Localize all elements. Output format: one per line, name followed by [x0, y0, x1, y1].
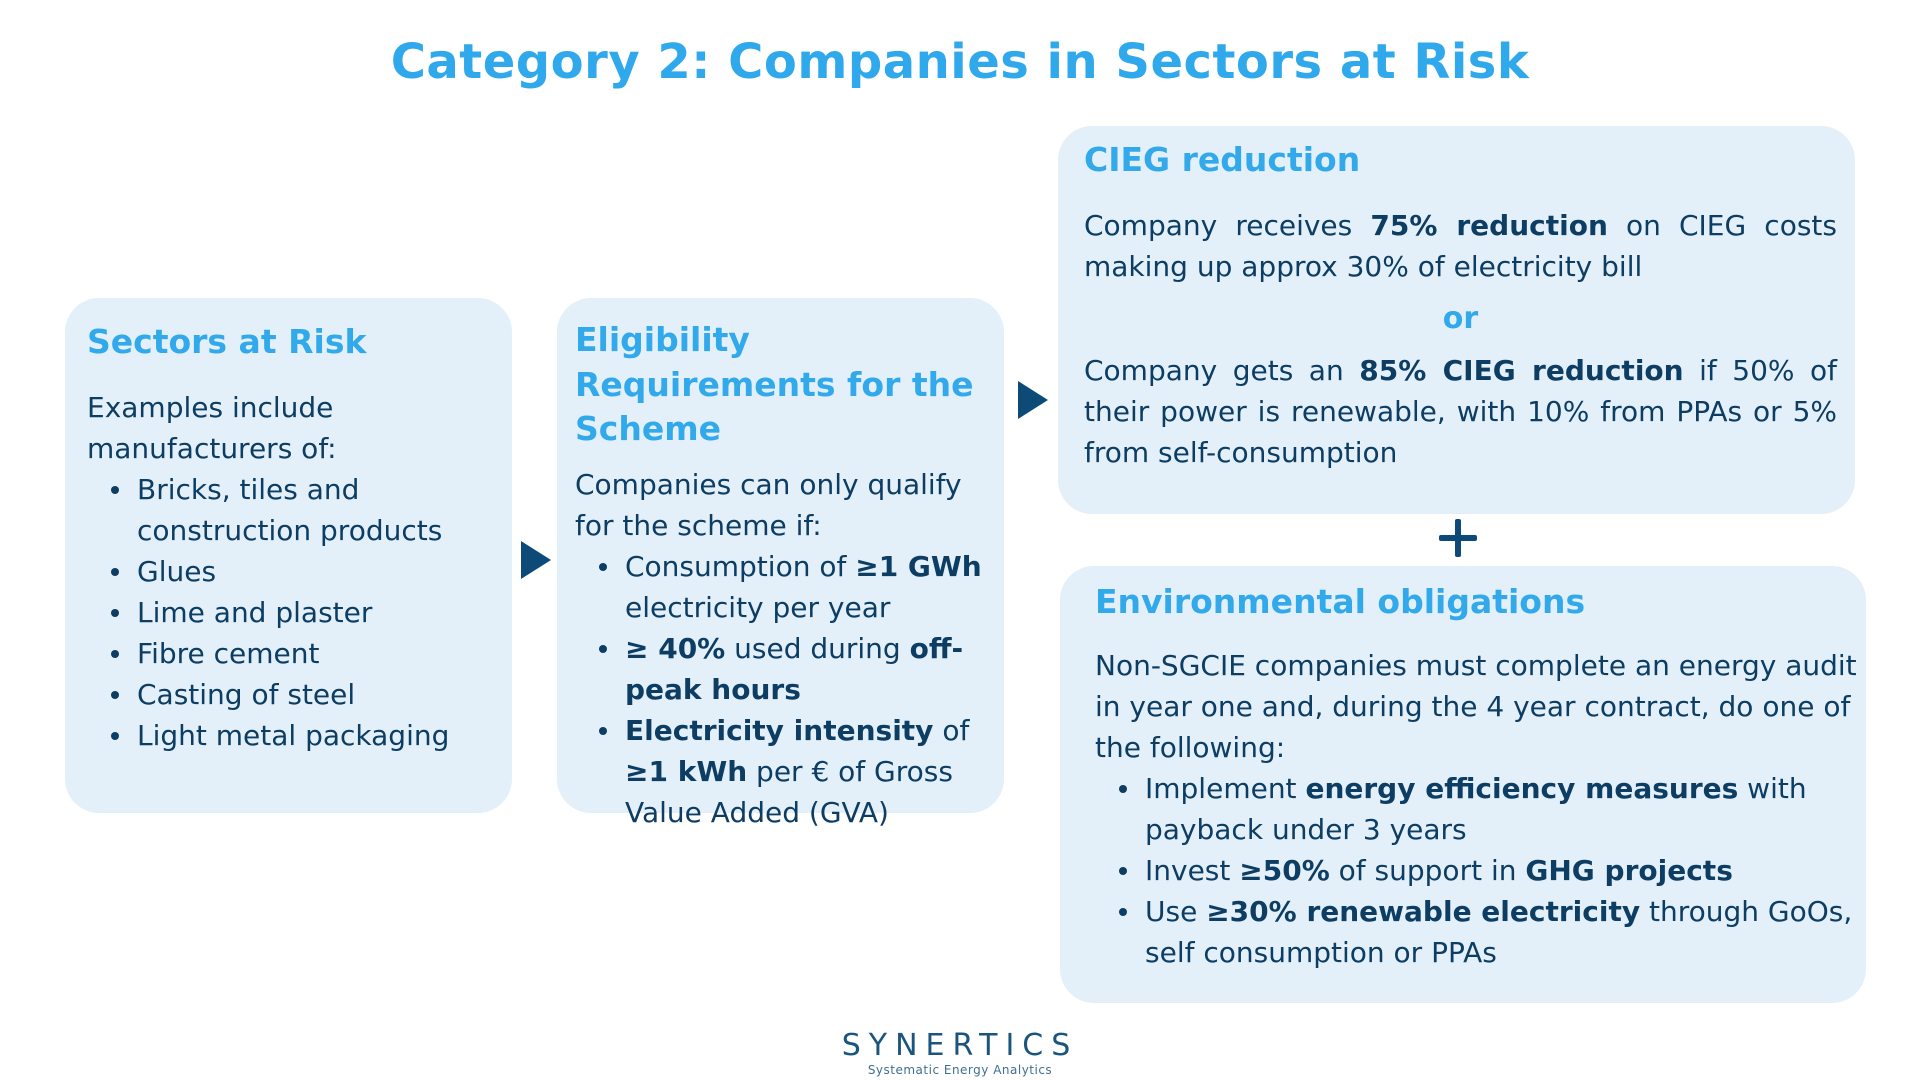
- sectors-intro: Examples include manufacturers of:: [87, 390, 337, 465]
- text-segment: on CIEG costs making up approx 30% of el…: [1084, 208, 1837, 283]
- list-item: Casting of steel: [87, 674, 492, 715]
- cieg-option-1: Company receives 75% reduction on CIEG c…: [1084, 205, 1837, 287]
- sectors-list: Bricks, tiles and construction products …: [87, 469, 492, 756]
- emphasis: 75% reduction: [1370, 208, 1608, 242]
- emphasis: GHG projects: [1525, 853, 1733, 887]
- emphasis: off-peak hours: [625, 631, 964, 706]
- arrow-right-icon: [521, 541, 551, 579]
- text-segment: of support in: [1329, 853, 1526, 887]
- text-segment: Use: [1145, 894, 1207, 928]
- plus-icon: [1439, 519, 1477, 557]
- text-segment: Company receives: [1084, 208, 1371, 242]
- text-segment: Company gets an: [1084, 353, 1360, 387]
- logo-tagline: Systematic Energy Analytics: [867, 1063, 1053, 1077]
- cieg-option-2: Company gets an 85% CIEG reduction if 50…: [1084, 350, 1837, 473]
- environmental-list: Implement energy efficiency measures wit…: [1095, 768, 1866, 973]
- eligibility-list: Consumption of ≥1 GWh electricity per ye…: [575, 546, 988, 833]
- page-title: Category 2: Companies in Sectors at Risk: [390, 34, 1530, 90]
- text-segment: of: [933, 713, 970, 747]
- list-item: Implement energy efficiency measures wit…: [1095, 768, 1866, 850]
- list-item: Light metal packaging: [87, 715, 492, 756]
- emphasis: ≥30% renewable electricity: [1206, 894, 1641, 928]
- cieg-title: CIEG reduction: [1084, 140, 1361, 179]
- eligibility-title: Eligibility Requirements for the Scheme: [575, 320, 974, 449]
- text-segment: if 50% of their power is renewable, with…: [1084, 353, 1837, 469]
- sectors-card: Sectors at Risk Examples include manufac…: [65, 298, 512, 813]
- list-item: Lime and plaster: [87, 592, 492, 633]
- emphasis: ≥1 kWh: [625, 754, 748, 788]
- list-item: Invest ≥50% of support in GHG projects: [1095, 850, 1866, 891]
- text-segment: per € of Gross Value Added (GVA): [625, 754, 953, 829]
- logo-name: SYNERTICS: [841, 1028, 1079, 1063]
- text-segment: Implement: [1145, 771, 1306, 805]
- text-segment: used during: [725, 631, 910, 665]
- emphasis: 85% CIEG reduction: [1359, 353, 1684, 387]
- text-segment: through GoOs, self consumption or PPAs: [1145, 894, 1853, 969]
- text-segment: electricity per year: [625, 590, 891, 624]
- arrow-right-icon: [1018, 381, 1048, 419]
- environmental-intro: Non-SGCIE companies must complete an ene…: [1095, 648, 1857, 764]
- text-segment: with payback under 3 years: [1145, 771, 1807, 846]
- list-item: Glues: [87, 551, 492, 592]
- text-segment: Consumption of: [625, 549, 856, 583]
- or-label: or: [1442, 300, 1479, 336]
- emphasis: energy efficiency measures: [1305, 771, 1739, 805]
- environmental-card: Environmental obligations Non-SGCIE comp…: [1060, 566, 1866, 1003]
- emphasis: Electricity intensity: [625, 713, 934, 747]
- list-item: Electricity intensity of ≥1 kWh per € of…: [575, 710, 988, 833]
- list-item: Bricks, tiles and construction products: [87, 469, 492, 551]
- text-segment: Invest: [1145, 853, 1240, 887]
- cieg-card: CIEG reduction Company receives 75% redu…: [1058, 126, 1855, 514]
- eligibility-card: Eligibility Requirements for the Scheme …: [557, 298, 1004, 829]
- list-item: Use ≥30% renewable electricity through G…: [1095, 891, 1866, 973]
- synertics-logo: SYNERTICS Systematic Energy Analytics: [800, 1028, 1120, 1078]
- emphasis: ≥ 40%: [625, 631, 726, 665]
- eligibility-intro: Companies can only qualify for the schem…: [575, 467, 962, 542]
- emphasis: ≥1 GWh: [855, 549, 982, 583]
- environmental-title: Environmental obligations: [1095, 582, 1586, 621]
- sectors-title: Sectors at Risk: [87, 322, 367, 361]
- emphasis: ≥50%: [1239, 853, 1330, 887]
- list-item: Consumption of ≥1 GWh electricity per ye…: [575, 546, 988, 628]
- list-item: ≥ 40% used during off-peak hours: [575, 628, 988, 710]
- list-item: Fibre cement: [87, 633, 492, 674]
